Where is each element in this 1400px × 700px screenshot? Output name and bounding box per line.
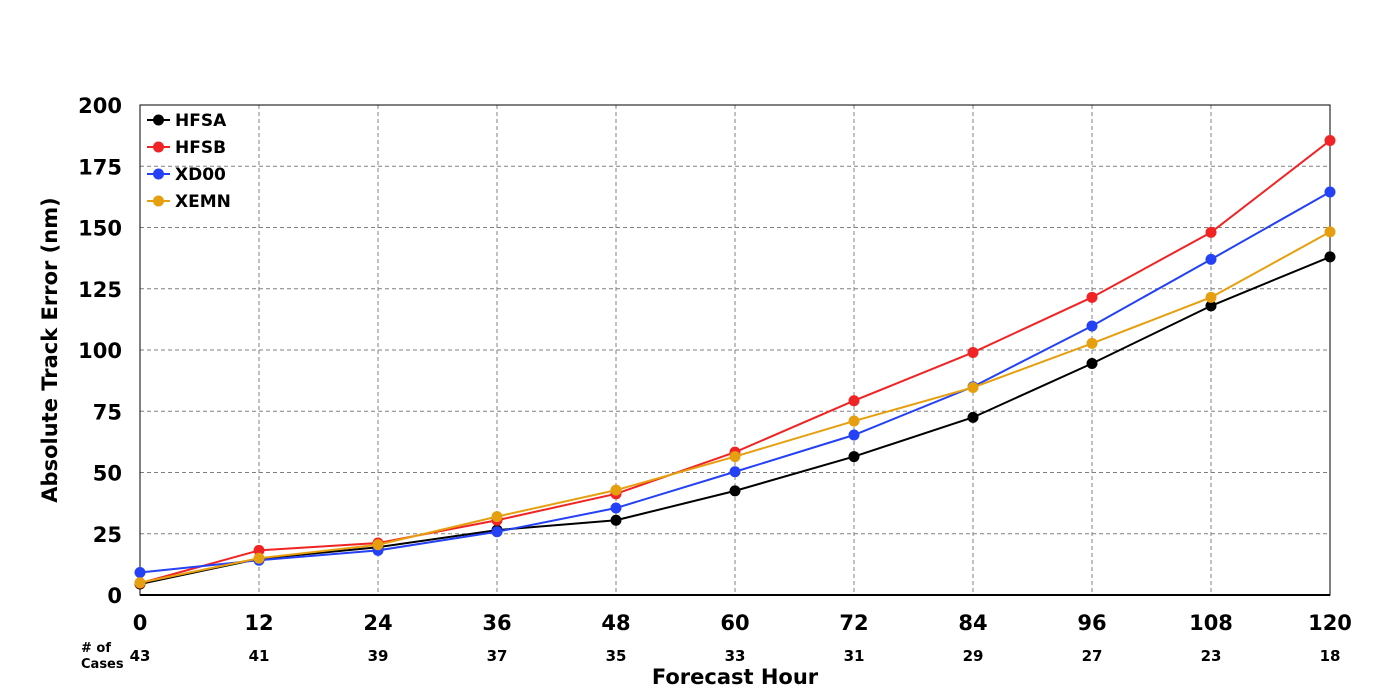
y-tick-label: 175 bbox=[78, 155, 122, 179]
data-point bbox=[848, 451, 860, 463]
data-point bbox=[1324, 251, 1336, 263]
data-point bbox=[253, 544, 265, 556]
series-xemn bbox=[134, 226, 1336, 589]
legend-label: HFSA bbox=[175, 111, 227, 131]
y-tick-label: 200 bbox=[78, 94, 122, 118]
data-point bbox=[491, 526, 503, 538]
y-tick-label: 100 bbox=[78, 339, 122, 363]
legend-label: XEMN bbox=[175, 192, 231, 212]
case-count-label: 23 bbox=[1201, 647, 1222, 665]
x-tick-label: 60 bbox=[720, 611, 749, 635]
data-point bbox=[1205, 253, 1217, 265]
x-tick-label: 96 bbox=[1077, 611, 1106, 635]
y-tick-label: 150 bbox=[78, 217, 122, 241]
y-tick-label: 0 bbox=[107, 584, 122, 608]
case-count-label: 39 bbox=[368, 647, 389, 665]
legend-marker bbox=[153, 168, 164, 180]
data-point bbox=[729, 485, 741, 497]
data-point bbox=[134, 577, 146, 589]
legend: HFSA HFSB XD00 XEMN bbox=[147, 111, 231, 212]
legend-item-xemn: XEMN bbox=[147, 192, 231, 212]
data-point bbox=[1324, 226, 1336, 238]
legend-item-xd00: XD00 bbox=[147, 165, 226, 185]
data-point bbox=[848, 395, 860, 407]
y-axis-title: Absolute Track Error (nm) bbox=[38, 197, 62, 502]
data-point bbox=[848, 415, 860, 427]
y-tick-labels: 0 25 50 75 100 125 150 175 200 bbox=[78, 94, 122, 608]
case-count-label: 18 bbox=[1320, 647, 1341, 665]
case-count-label: 37 bbox=[487, 647, 508, 665]
data-point bbox=[253, 552, 265, 564]
case-count-label: 27 bbox=[1082, 647, 1103, 665]
data-point bbox=[1205, 300, 1217, 312]
data-point bbox=[729, 466, 741, 478]
x-tick-label: 12 bbox=[244, 611, 273, 635]
legend-marker bbox=[153, 195, 164, 207]
case-count-label: 43 bbox=[130, 647, 151, 665]
data-point bbox=[1086, 337, 1098, 349]
data-point bbox=[1324, 135, 1336, 147]
data-point bbox=[1205, 291, 1217, 303]
case-count-label: 29 bbox=[963, 647, 984, 665]
data-point bbox=[967, 381, 979, 393]
data-point bbox=[1086, 357, 1098, 369]
data-point bbox=[491, 511, 503, 523]
x-tick-label: 48 bbox=[601, 611, 630, 635]
data-point bbox=[1086, 291, 1098, 303]
x-tick-labels: 0 12 24 36 48 60 72 84 96 108 120 bbox=[133, 611, 1352, 635]
x-tick-label: 72 bbox=[839, 611, 868, 635]
y-tick-label: 75 bbox=[93, 400, 122, 424]
legend-marker bbox=[153, 141, 164, 153]
data-point bbox=[610, 484, 622, 496]
legend-item-hfsa: HFSA bbox=[147, 111, 227, 131]
data-point bbox=[729, 451, 741, 463]
cases-title-line2: Cases bbox=[81, 657, 124, 672]
data-point bbox=[610, 514, 622, 526]
series-layer bbox=[134, 135, 1336, 590]
cases-title-line1: # of bbox=[81, 641, 111, 656]
x-tick-label: 36 bbox=[482, 611, 511, 635]
y-tick-label: 25 bbox=[93, 523, 122, 547]
legend-marker bbox=[153, 114, 164, 126]
x-axis-title: Forecast Hour bbox=[652, 665, 819, 689]
data-point bbox=[1324, 186, 1336, 198]
x-tick-label: 24 bbox=[363, 611, 392, 635]
data-point bbox=[372, 539, 384, 551]
case-count-label: 41 bbox=[249, 647, 270, 665]
data-point bbox=[1086, 320, 1098, 332]
case-count-label: 31 bbox=[844, 647, 865, 665]
x-tick-label: 0 bbox=[133, 611, 148, 635]
series-line bbox=[139, 191, 1331, 574]
y-tick-label: 125 bbox=[78, 278, 122, 302]
legend-label: HFSB bbox=[175, 138, 226, 158]
legend-label: XD00 bbox=[175, 165, 226, 185]
y-tick-label: 50 bbox=[93, 462, 122, 486]
data-point bbox=[967, 346, 979, 358]
x-tick-label: 120 bbox=[1308, 611, 1352, 635]
x-tick-label: 84 bbox=[958, 611, 987, 635]
series-xd00 bbox=[134, 186, 1336, 578]
data-point bbox=[610, 502, 622, 514]
legend-item-hfsb: HFSB bbox=[147, 138, 226, 158]
grid bbox=[140, 105, 1330, 595]
case-counts: # of Cases 43 41 39 37 35 33 31 29 27 23 18 bbox=[81, 641, 1340, 672]
data-point bbox=[848, 429, 860, 441]
case-count-label: 35 bbox=[606, 647, 627, 665]
x-tick-label: 108 bbox=[1189, 611, 1233, 635]
data-point bbox=[1205, 226, 1217, 238]
data-point bbox=[134, 566, 146, 578]
data-point bbox=[967, 411, 979, 423]
case-count-label: 33 bbox=[725, 647, 746, 665]
